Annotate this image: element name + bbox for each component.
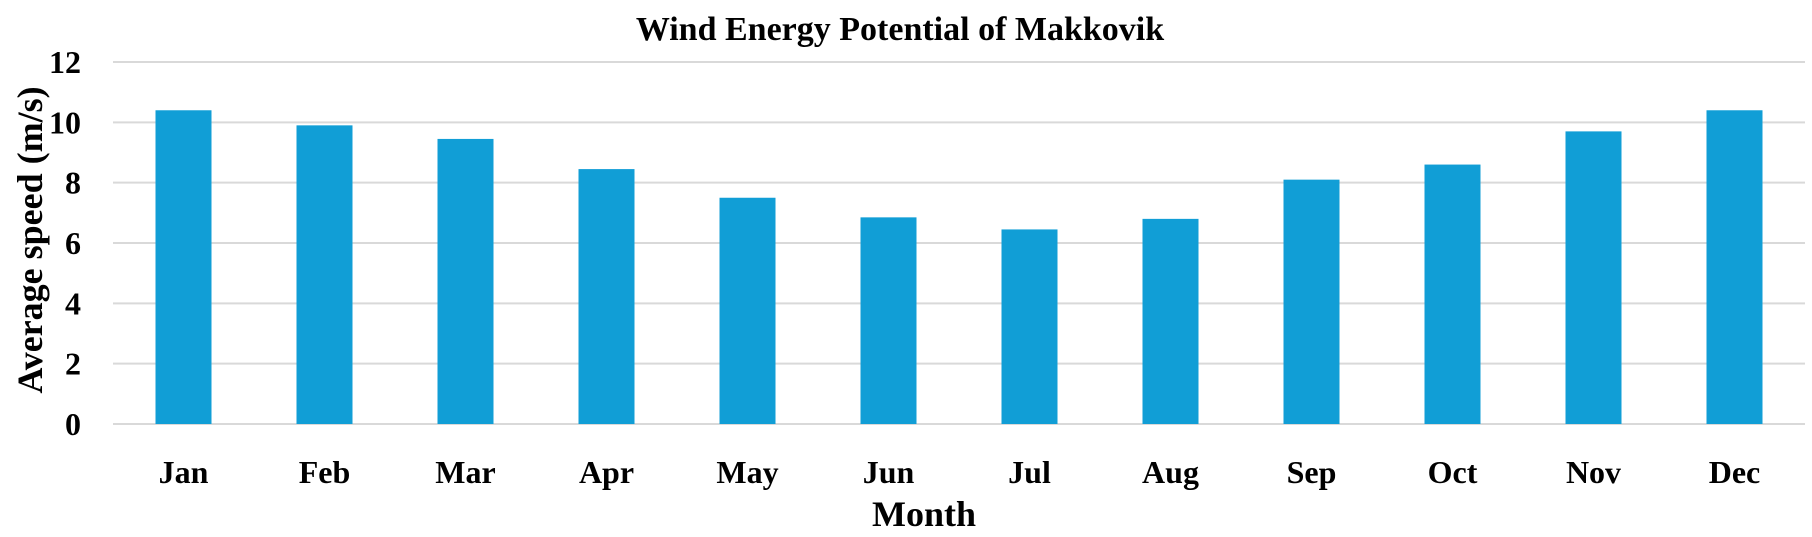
gridlines: [113, 61, 1805, 425]
bar-nov: [1565, 131, 1622, 424]
bar-may: [719, 197, 776, 424]
x-tick-label: Apr: [579, 454, 634, 490]
bar-jan: [155, 110, 212, 425]
x-tick-label: May: [716, 454, 778, 490]
y-tick-label: 2: [65, 346, 81, 382]
y-tick-label: 6: [65, 225, 81, 261]
x-axis-label: Month: [872, 494, 976, 534]
y-tick-label: 0: [65, 406, 81, 442]
bar-jul: [1001, 229, 1058, 424]
bar-feb: [296, 125, 353, 424]
y-axis-ticks: 0 2 4 6 8 10 12: [49, 44, 81, 442]
bar-sep: [1283, 179, 1340, 424]
x-tick-label: Jun: [863, 454, 915, 490]
x-tick-label: Mar: [435, 454, 495, 490]
bar-apr: [578, 169, 635, 424]
y-tick-label: 8: [65, 165, 81, 201]
bars: [155, 110, 1763, 425]
bar-dec: [1706, 110, 1763, 425]
y-axis-label: Average speed (m/s): [10, 86, 50, 393]
x-tick-label: Feb: [299, 454, 351, 490]
x-tick-label: Jul: [1008, 454, 1051, 490]
x-tick-label: Dec: [1709, 454, 1761, 490]
bar-aug: [1142, 218, 1199, 424]
x-tick-label: Aug: [1142, 454, 1199, 490]
bar-oct: [1424, 164, 1481, 425]
bar-jun: [860, 217, 917, 424]
x-tick-label: Nov: [1566, 454, 1621, 490]
bar-mar: [437, 138, 494, 425]
x-axis-ticks: Jan Feb Mar Apr May Jun Jul Aug Sep Oct Nov Dec: [159, 454, 1761, 490]
x-tick-label: Oct: [1428, 454, 1478, 490]
y-tick-label: 10: [49, 104, 81, 140]
x-tick-label: Sep: [1287, 454, 1337, 490]
y-tick-label: 4: [65, 285, 81, 321]
x-tick-label: Jan: [159, 454, 209, 490]
chart-title: Wind Energy Potential of Makkovik: [636, 11, 1164, 48]
y-tick-label: 12: [49, 44, 81, 80]
